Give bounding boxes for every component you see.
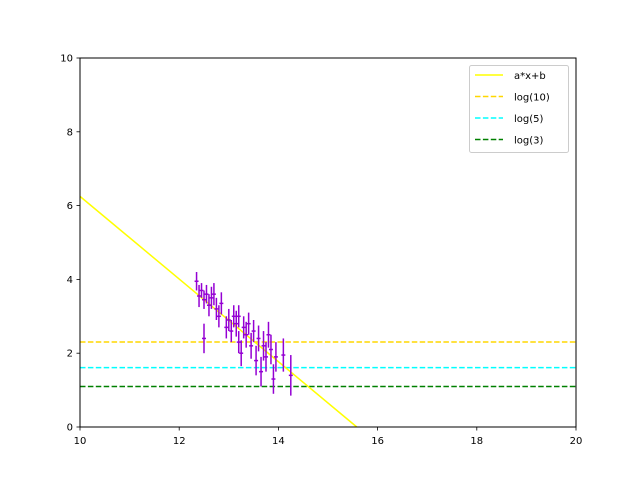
errorbar-point-33: [273, 342, 278, 372]
errorbar-point-0: [194, 272, 199, 291]
y-tick-label: 6: [67, 201, 73, 212]
errorbar-point-15: [231, 305, 236, 328]
legend-label: log(5): [514, 114, 544, 125]
x-tick-label: 12: [173, 436, 186, 447]
errorbar-point-8: [211, 283, 216, 306]
y-axis: 0 2 4 6 8 10: [60, 54, 80, 434]
errorbar-point-27: [259, 356, 264, 387]
y-tick-label: 8: [67, 127, 73, 138]
errorbar-point-35: [288, 355, 293, 396]
errorbar-point-14: [229, 319, 234, 343]
legend-label: log(3): [514, 136, 544, 147]
errorbar-point-21: [244, 321, 249, 348]
hlines-layer: [80, 341, 576, 388]
errorbar-point-11: [219, 292, 224, 315]
x-axis: 10 12 14 16 18 20: [74, 427, 583, 447]
errorbar-point-18: [236, 305, 241, 328]
y-tick-label: 2: [67, 349, 73, 360]
errorbar-point-19: [239, 340, 244, 367]
y-tick-label: 10: [60, 54, 73, 65]
errorbar-point-12: [224, 316, 229, 339]
legend-box: [469, 65, 569, 153]
errorbar-point-1: [197, 284, 202, 308]
x-tick-label: 10: [74, 436, 87, 447]
errorbar-point-25: [254, 345, 259, 376]
legend-entry-3: log(3): [475, 136, 544, 147]
legend-entry-2: log(5): [475, 114, 544, 125]
x-tick-label: 20: [570, 436, 583, 447]
errorbar-point-30: [266, 321, 271, 348]
errorbar-point-28: [261, 331, 266, 361]
errorbar-point-17: [236, 331, 241, 354]
errorbar-point-3: [202, 323, 206, 354]
errorbar-point-23: [249, 332, 254, 359]
y-tick-label: 4: [67, 275, 73, 286]
errorbar-point-7: [209, 286, 214, 309]
errorbar-point-20: [241, 316, 246, 339]
errorbar-point-2: [199, 283, 204, 298]
errorbar-point-34: [281, 338, 286, 372]
legend-entry-1: log(10): [475, 93, 550, 104]
legend-label: a*x+b: [514, 71, 546, 82]
errorbar-point-26: [256, 325, 261, 352]
legend: a*x+b log(10) log(5) log(3): [469, 65, 569, 153]
legend-label: log(10): [514, 93, 550, 104]
y-tick-label: 0: [67, 423, 73, 434]
legend-entry-0: a*x+b: [475, 71, 546, 82]
errorbar-point-5: [204, 284, 209, 304]
errorbar-point-6: [206, 294, 211, 317]
errorbar-point-32: [271, 364, 276, 394]
errorbar-point-10: [216, 305, 221, 328]
errorbar-points-layer: [194, 272, 293, 396]
errorbar-point-24: [251, 319, 256, 343]
errorbar-point-31: [268, 334, 273, 365]
errorbar-point-16: [234, 310, 239, 337]
errorbar-point-13: [226, 308, 231, 332]
errorbar-point-9: [214, 297, 219, 320]
x-tick-label: 14: [272, 436, 285, 447]
x-tick-label: 16: [371, 436, 384, 447]
plot-frame: [79, 57, 577, 428]
errorbar-point-29: [264, 342, 268, 372]
errorbar-point-4: [202, 290, 206, 309]
x-tick-label: 18: [470, 436, 483, 447]
errorbar-point-22: [246, 312, 251, 335]
